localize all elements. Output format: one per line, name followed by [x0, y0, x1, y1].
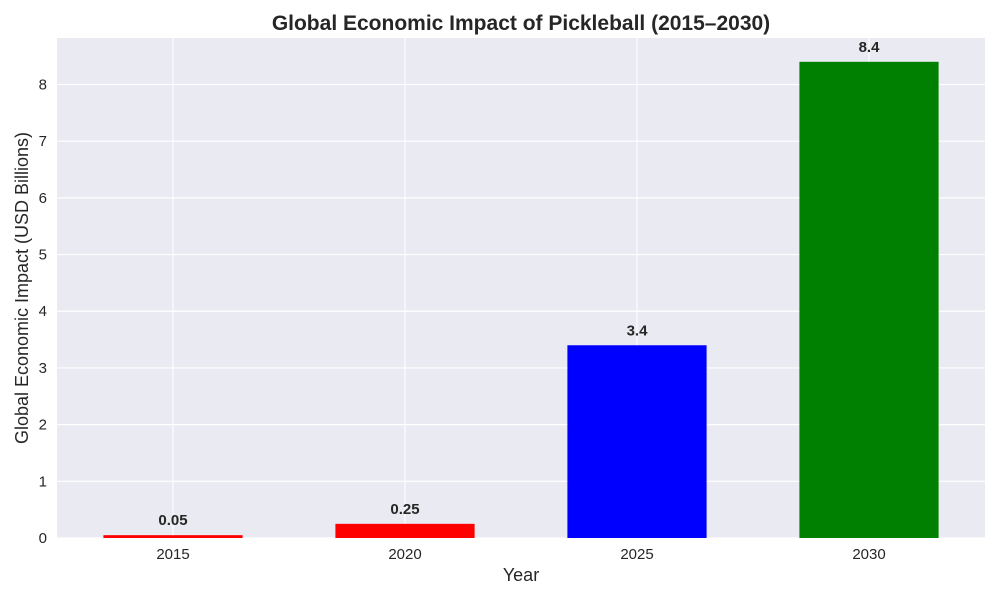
y-axis-label: Global Economic Impact (USD Billions) [12, 132, 32, 444]
bars [103, 61, 939, 539]
x-tick-label-2025: 2025 [620, 546, 653, 563]
y-tick-label: 5 [39, 247, 47, 264]
y-tick-label: 6 [39, 190, 47, 207]
x-tick-label-2015: 2015 [156, 546, 189, 563]
y-tick-label: 8 [39, 76, 47, 93]
data-labels: 0.05 0.25 3.4 8.4 [158, 39, 880, 529]
y-tick-label: 3 [39, 360, 47, 377]
y-tick-label: 0 [39, 530, 47, 547]
y-tick-label: 2 [39, 417, 47, 434]
x-tick-label-2020: 2020 [388, 546, 421, 563]
y-tick-label: 7 [39, 133, 47, 150]
chart-title: Global Economic Impact of Pickleball (20… [272, 12, 770, 35]
data-label-2015: 0.05 [158, 512, 187, 529]
bar-2015 [103, 535, 243, 538]
data-label-2025: 3.4 [627, 322, 649, 339]
bar-2030 [799, 61, 939, 539]
data-label-2030: 8.4 [859, 39, 881, 56]
data-label-2020: 0.25 [390, 501, 419, 518]
bar-2025 [567, 345, 707, 538]
grid-lines [57, 38, 985, 539]
x-axis-label: Year [503, 565, 539, 585]
y-tick-labels: 0 1 2 3 4 5 6 7 8 [39, 76, 47, 547]
bar-2020 [335, 523, 475, 538]
x-tick-labels: 2015 2020 2025 2030 [156, 546, 885, 563]
y-tick-label: 1 [39, 473, 47, 490]
y-tick-label: 4 [39, 303, 47, 320]
x-tick-label-2030: 2030 [852, 546, 885, 563]
